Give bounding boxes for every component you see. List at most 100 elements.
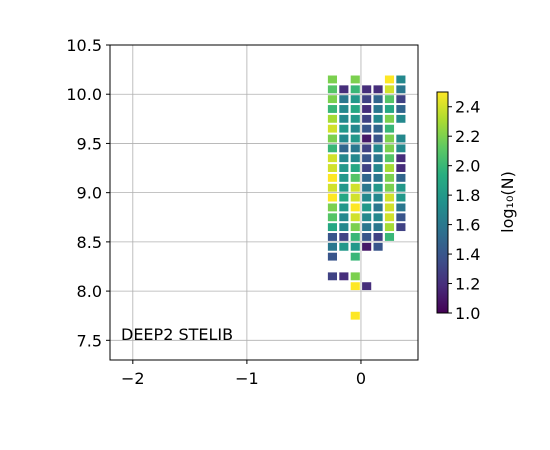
y-tick-label: 9.5 — [77, 134, 102, 153]
heatmap-cell — [396, 95, 406, 104]
heatmap-cell — [373, 242, 383, 251]
colorbar-tick-label: 1.0 — [455, 304, 480, 323]
heatmap-cell — [384, 124, 395, 133]
heatmap-cell — [339, 272, 349, 281]
heatmap-cell — [350, 114, 360, 123]
heatmap-cell — [350, 233, 360, 241]
heatmap-cell — [327, 272, 338, 281]
heatmap-cell — [384, 95, 395, 104]
heatmap-cell — [362, 134, 372, 143]
heatmap-cell — [396, 183, 406, 192]
heatmap-cell — [396, 164, 406, 172]
heatmap-cell — [350, 242, 360, 251]
heatmap-cell — [384, 144, 395, 153]
y-tick-label: 8.5 — [77, 233, 102, 252]
heatmap-cell — [362, 105, 372, 113]
heatmap-cell — [362, 124, 372, 133]
heatmap-cell — [384, 105, 395, 113]
heatmap-cell — [327, 114, 338, 123]
heatmap-cell — [350, 173, 360, 182]
heatmap-cell — [350, 183, 360, 192]
heatmap-cell — [396, 213, 406, 222]
heatmap-cell — [362, 183, 372, 192]
heatmap-cell — [350, 85, 360, 94]
heatmap-cell — [350, 144, 360, 153]
heatmap-cell — [362, 164, 372, 172]
heatmap-cell — [384, 134, 395, 143]
plot-frame — [109, 44, 419, 361]
heatmap-cell — [384, 203, 395, 212]
heatmap-cell — [373, 183, 383, 192]
heatmap-cell — [396, 203, 406, 212]
heatmap-cell — [362, 154, 372, 163]
colorbar-tick-label: 2.2 — [455, 127, 480, 146]
heatmap-cell — [396, 173, 406, 182]
heatmap-cell — [396, 193, 406, 202]
heatmap-cell — [327, 95, 338, 104]
heatmap-cell — [339, 164, 349, 172]
heatmap-cell — [350, 223, 360, 232]
colorbar-tick-label: 2.4 — [455, 98, 480, 117]
heatmap-cell — [373, 164, 383, 172]
heatmap-cell — [384, 183, 395, 192]
heatmap-cell — [373, 233, 383, 241]
colorbar-gradient — [436, 91, 449, 314]
heatmap-cell — [384, 213, 395, 222]
heatmap-cell — [339, 242, 349, 251]
x-tick-label: 0 — [356, 369, 366, 388]
heatmap-cell — [339, 173, 349, 182]
heatmap-cell — [339, 233, 349, 241]
heatmap-cell — [396, 154, 406, 163]
heatmap-cell — [339, 223, 349, 232]
heatmap-cell — [350, 105, 360, 113]
y-tick-label: 10.0 — [66, 85, 102, 104]
heatmap-cell — [350, 164, 360, 172]
heatmap-cell — [339, 124, 349, 133]
heatmap-cell — [327, 85, 338, 94]
heatmap-cell — [362, 203, 372, 212]
heatmap-cell — [339, 203, 349, 212]
heatmap-cell — [384, 164, 395, 172]
heatmap-cell — [384, 223, 395, 232]
x-tick-label: −2 — [121, 369, 145, 388]
heatmap-cell — [373, 203, 383, 212]
grid-lines — [110, 44, 418, 360]
colorbar-label: log₁₀(N) — [498, 171, 517, 233]
heatmap-cell — [339, 154, 349, 163]
dataset-annotation: DEEP2 STELIB — [121, 325, 233, 344]
heatmap-cell — [396, 134, 406, 143]
heatmap-cell — [384, 173, 395, 182]
heatmap-cell — [373, 223, 383, 232]
heatmap-cell — [327, 154, 338, 163]
heatmap-cell — [339, 85, 349, 94]
heatmap-cell — [350, 213, 360, 222]
heatmap-cell — [362, 282, 372, 291]
heatmap-cell — [350, 154, 360, 163]
heatmap-cell — [384, 233, 395, 241]
heatmap-cell — [384, 193, 395, 202]
heatmap-cell — [350, 282, 360, 291]
y-tick-label: 10.5 — [66, 36, 102, 55]
heatmap-cell — [362, 193, 372, 202]
heatmap-cell — [384, 75, 395, 84]
heatmap-cell — [384, 114, 395, 123]
heatmap-cell — [350, 203, 360, 212]
heatmap-cell — [373, 114, 383, 123]
heatmap-cells — [327, 75, 406, 320]
heatmap-cell — [350, 252, 360, 261]
heatmap-cell — [362, 114, 372, 123]
heatmap-cell — [339, 144, 349, 153]
heatmap-cell — [339, 134, 349, 143]
heatmap-cell — [339, 213, 349, 222]
heatmap-cell — [396, 105, 406, 113]
axis-ticks: −2 −1 0 7.5 8.0 8.5 9.0 9.5 10.0 10.5 — [66, 36, 366, 388]
heatmap-cell — [350, 134, 360, 143]
heatmap-cell — [396, 85, 406, 94]
heatmap-cell — [327, 193, 338, 202]
heatmap-cell — [350, 272, 360, 281]
heatmap-cell — [373, 173, 383, 182]
heatmap-cell — [396, 75, 406, 84]
heatmap-cell — [339, 95, 349, 104]
colorbar-tick-label: 1.4 — [455, 245, 480, 264]
